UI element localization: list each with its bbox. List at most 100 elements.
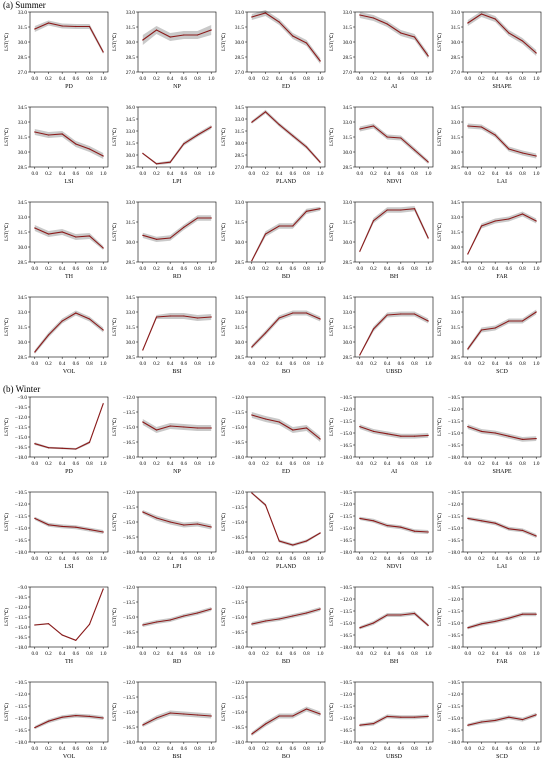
ylabel-summer-ai: LST(℃) [329,33,335,51]
point-winter-pland-4 [305,540,308,542]
xtick-label-summer-far-2: 0.4 [492,266,499,272]
point-winter-th-5 [102,588,104,590]
xtick-label-winter-bo-0: 0.0 [249,746,256,752]
point-summer-ndvi-3 [400,137,402,139]
point-winter-ndvi-5 [427,531,429,533]
point-winter-lpi-5 [210,526,212,528]
band-summer-pd [34,20,104,54]
xtick-label-winter-lpi-4: 0.8 [194,556,201,562]
xtick-label-winter-bd-3: 0.6 [290,651,297,657]
ylabel-winter-far: LST(℃) [437,608,443,626]
point-summer-np-5 [210,29,212,31]
band-winter-pland [251,492,321,547]
panel-winter-lai: −18.0 −16.5 −15.0 −13.5 −12.0 −10.5 0.0 0.2 0.4 0… [437,490,542,570]
point-summer-vol-5 [102,329,104,331]
ytick-label-winter-bo-4: −12.0 [232,680,244,686]
ytick-label-winter-bsi-3: −13.5 [123,695,135,701]
xtick-label-winter-bd-4: 0.8 [303,651,310,657]
band-summer-shape [467,11,537,56]
ytick-label-winter-shape-4: −12.0 [448,407,460,413]
point-summer-lsi-1 [47,134,50,136]
xtick-label-summer-ubsd-4: 0.8 [411,361,418,367]
xlabel-winter-lai: LAI [497,564,507,570]
point-summer-pd-1 [47,22,50,24]
xtick-label-winter-bh-2: 0.4 [384,651,391,657]
point-summer-ed-0 [251,16,253,18]
xtick-label-winter-th-0: 0.0 [32,651,39,657]
ytick-label-winter-rd-3: −13.5 [123,600,135,606]
point-summer-bd-1 [264,233,267,235]
ytick-label-winter-ai-1: −16.5 [340,443,352,449]
xtick-label-winter-lsi-0: 0.0 [32,556,39,562]
xtick-label-summer-bh-4: 0.8 [411,266,418,272]
ytick-label-summer-scd-3: 33.0 [451,310,460,316]
point-winter-ubsd-0 [359,724,361,726]
ytick-label-winter-vol-3: −13.5 [15,704,27,710]
ytick-label-summer-lai-3: 33.0 [451,120,460,126]
line-winter-bh [359,612,429,629]
ylabel-winter-np: LST(℃) [112,418,118,436]
xtick-label-summer-ed-0: 0.0 [249,76,256,82]
point-summer-lsi-2 [61,133,63,135]
ylabel-winter-scd: LST(℃) [437,703,443,721]
ylabel-summer-lpi: LST(℃) [112,128,118,146]
ytick-label-winter-bh-5: −10.5 [340,585,352,591]
xtick-label-winter-th-5: 1.0 [100,651,107,657]
line-summer-bh [359,208,429,252]
ytick-label-winter-lai-1: −16.5 [448,538,460,544]
xtick-label-winter-shape-1: 0.2 [478,461,485,467]
ytick-label-summer-lsi-4: 34.5 [18,105,27,111]
xtick-label-winter-scd-2: 0.4 [492,746,499,752]
xtick-label-summer-bh-3: 0.6 [398,266,405,272]
line-summer-np [142,29,212,41]
band-summer-bo [251,310,321,349]
ytick-label-summer-pland-1: 28.5 [235,153,244,159]
xlabel-summer-rd: RD [173,274,182,280]
xtick-label-winter-pd-5: 1.0 [100,461,107,467]
ytick-label-summer-lsi-1: 30.0 [18,150,27,156]
ytick-label-winter-rd-0: −18.0 [123,645,135,651]
ytick-label-winter-rd-2: −15.0 [123,615,135,621]
ytick-label-winter-lai-4: −12.0 [448,502,460,508]
panel-summer-ndvi: 28.5 30.0 31.5 33.0 34.5 0.0 0.2 0.4 0.6 0.8 1.0 ND… [329,105,434,185]
ytick-label-winter-th-2: −15.0 [15,625,27,631]
xtick-label-winter-lai-4: 0.8 [519,556,526,562]
xtick-label-winter-rd-5: 1.0 [208,651,215,657]
xlabel-summer-ed: ED [282,84,291,90]
xtick-label-winter-bsi-5: 1.0 [208,746,215,752]
ytick-label-winter-rd-1: −16.5 [123,630,135,636]
ytick-label-summer-far-3: 33.0 [451,215,460,221]
point-winter-ai-4 [413,435,416,437]
point-summer-ed-1 [264,12,267,14]
xtick-label-summer-shape-4: 0.8 [519,76,526,82]
ytick-label-summer-lsi-2: 31.5 [18,135,27,141]
ytick-label-winter-th-0: −18.0 [15,645,27,651]
ytick-label-winter-ubsd-3: −13.5 [340,704,352,710]
ylabel-winter-lsi: LST(℃) [4,513,10,531]
point-winter-lpi-1 [155,517,158,519]
ytick-label-winter-shape-2: −15.0 [448,431,460,437]
ytick-label-summer-ubsd-3: 33.0 [343,310,352,316]
line-winter-lpi [142,511,212,528]
point-summer-bd-3 [292,225,294,227]
xtick-label-winter-pd-4: 0.8 [86,461,93,467]
ytick-label-winter-vol-1: −16.5 [15,728,27,734]
ylabel-winter-pland: LST(℃) [221,513,227,531]
point-summer-ubsd-5 [427,320,429,322]
xtick-label-winter-lsi-4: 0.8 [86,556,93,562]
xtick-label-summer-bsi-2: 0.4 [167,361,174,367]
xtick-label-summer-far-4: 0.8 [519,266,526,272]
ytick-label-winter-shape-3: −13.5 [448,419,460,425]
ytick-label-winter-ndvi-0: −18.0 [340,550,352,556]
xlabel-winter-lsi: LSI [65,564,74,570]
xtick-label-summer-rd-4: 0.8 [194,266,201,272]
point-summer-far-3 [508,218,510,220]
ytick-label-winter-far-5: −10.5 [448,585,460,591]
xtick-label-summer-th-3: 0.6 [73,266,80,272]
xlabel-summer-ubsd: UBSD [386,369,403,375]
xtick-label-winter-bsi-0: 0.0 [140,746,147,752]
xtick-label-winter-pland-3: 0.6 [290,556,297,562]
xtick-label-summer-lai-2: 0.4 [492,171,499,177]
point-winter-lai-5 [535,535,537,537]
xtick-label-winter-np-2: 0.4 [167,461,174,467]
